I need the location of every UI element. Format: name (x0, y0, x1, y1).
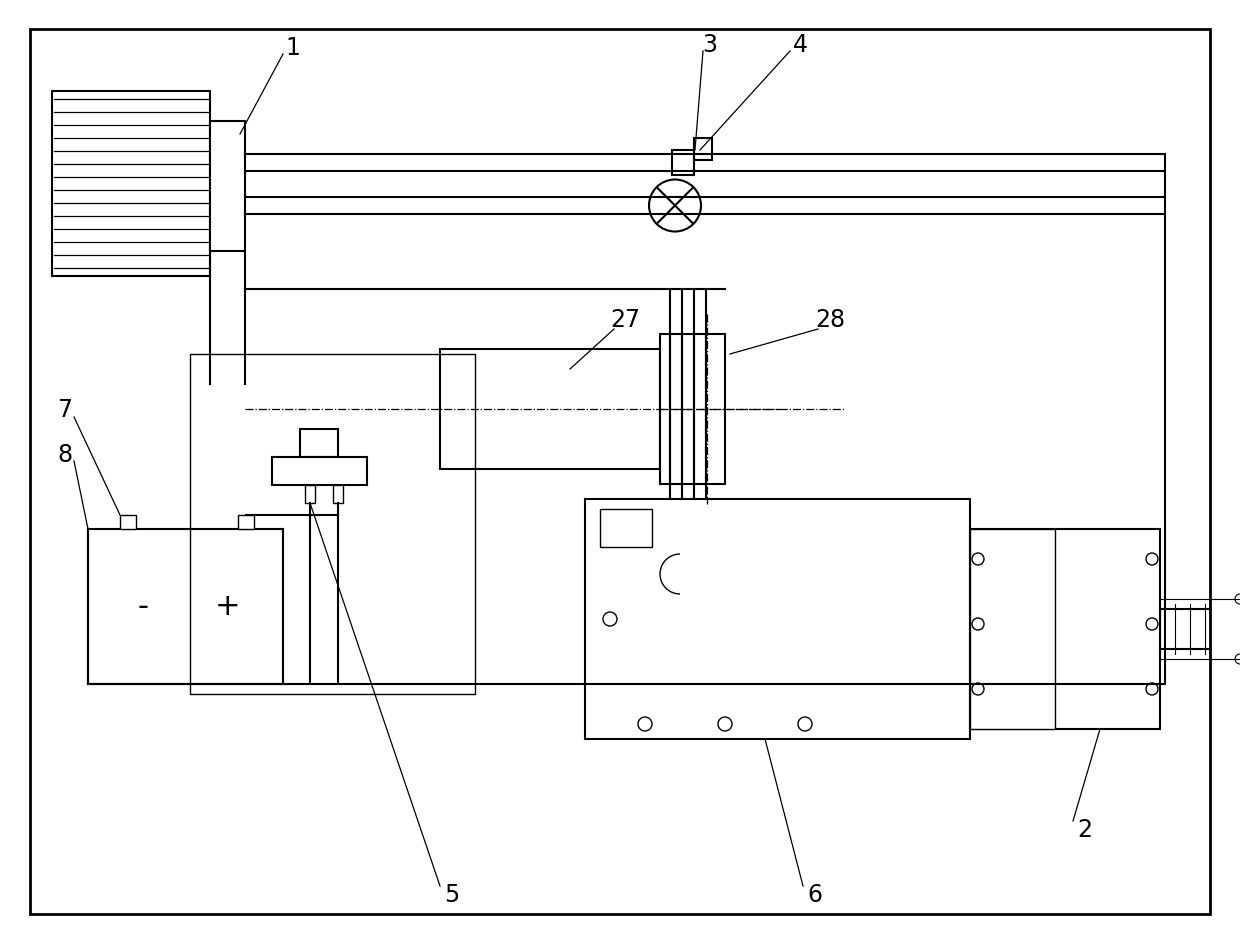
Text: 8: 8 (57, 443, 73, 466)
Bar (300, 430, 339, 458)
Bar (440, 349, 660, 469)
Circle shape (1146, 683, 1158, 696)
Text: -: - (138, 592, 149, 621)
Bar (600, 510, 652, 548)
Circle shape (972, 618, 985, 631)
Bar (210, 122, 246, 252)
Bar (52, 92, 210, 277)
Text: 1: 1 (285, 36, 300, 59)
Circle shape (649, 180, 701, 232)
Bar (238, 515, 254, 530)
Text: 6: 6 (807, 882, 822, 906)
Bar (970, 530, 1159, 729)
Circle shape (1146, 618, 1158, 631)
Text: 7: 7 (57, 397, 72, 422)
Bar (672, 151, 694, 176)
Bar (585, 499, 970, 739)
Bar (660, 334, 725, 484)
Circle shape (603, 613, 618, 626)
Text: 27: 27 (610, 308, 640, 331)
Circle shape (1235, 654, 1240, 665)
Bar (305, 485, 315, 503)
Text: 28: 28 (815, 308, 846, 331)
Text: 2: 2 (1078, 818, 1092, 841)
Circle shape (1235, 595, 1240, 604)
Circle shape (639, 717, 652, 732)
Bar (334, 485, 343, 503)
Bar (190, 355, 475, 694)
Circle shape (718, 717, 732, 732)
Bar (970, 530, 1055, 729)
Bar (694, 139, 712, 160)
Text: +: + (216, 592, 241, 621)
Bar (272, 458, 367, 485)
Text: 4: 4 (792, 33, 807, 57)
Bar (88, 530, 283, 684)
Circle shape (1146, 553, 1158, 565)
Bar (120, 515, 136, 530)
Text: 3: 3 (703, 33, 718, 57)
Text: 5: 5 (444, 882, 460, 906)
Circle shape (972, 683, 985, 696)
Circle shape (799, 717, 812, 732)
Circle shape (972, 553, 985, 565)
